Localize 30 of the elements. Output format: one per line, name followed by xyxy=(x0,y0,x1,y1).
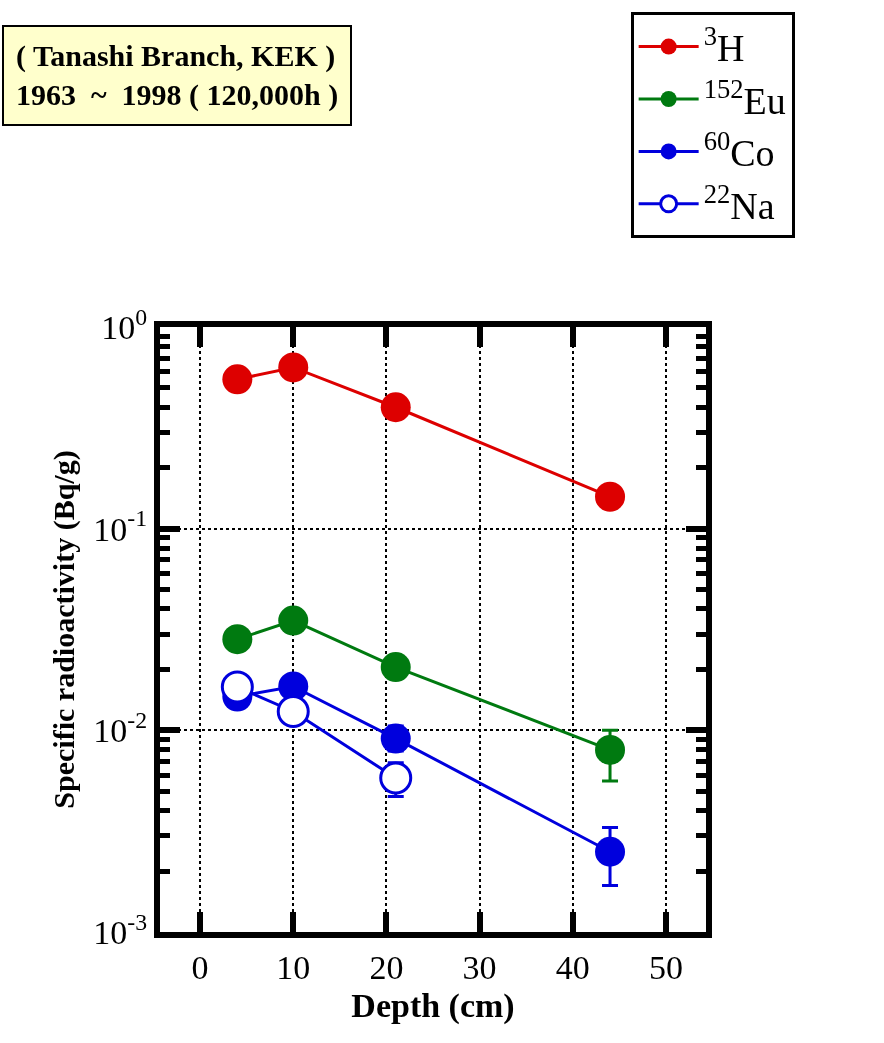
point xyxy=(595,481,626,512)
x-tick-label: 50 xyxy=(648,948,683,986)
point xyxy=(278,605,309,636)
x-tick-label: 10 xyxy=(276,948,311,986)
point xyxy=(379,761,413,795)
point xyxy=(220,670,254,704)
point xyxy=(595,836,626,867)
x-tick-label: 0 xyxy=(191,948,209,986)
point xyxy=(222,624,253,655)
point xyxy=(595,734,626,765)
y-tick-label: 10$^{-1}$ xyxy=(93,505,148,548)
y-tick-label: 10$^{0}$ xyxy=(101,303,148,346)
x-axis-title: Depth (cm) xyxy=(351,986,515,1025)
x-tick-label: 30 xyxy=(462,948,497,986)
legend-label: $^{152}$Eu xyxy=(703,73,786,122)
x-tick-label: 20 xyxy=(369,948,404,986)
y-axis-title: Specific radioactivity (Bq/g) xyxy=(46,450,81,809)
y-tick-label: 10$^{-3}$ xyxy=(93,908,148,951)
legend-label: $^{3}$H xyxy=(703,21,745,70)
x-tick-label: 40 xyxy=(555,948,590,986)
point xyxy=(380,652,411,683)
y-tick-label: 10$^{-2}$ xyxy=(93,706,148,750)
legend-label: $^{60}$Co xyxy=(703,126,775,175)
point xyxy=(380,723,411,754)
point xyxy=(380,392,411,423)
chart-title: ( Tanashi Branch, KEK ) xyxy=(16,39,336,73)
legend-label: $^{22}$Na xyxy=(703,178,775,227)
point xyxy=(278,352,309,383)
chart-subtitle: 1963 ~ 1998 ( 120,000h ) xyxy=(16,78,339,112)
point xyxy=(222,364,253,395)
